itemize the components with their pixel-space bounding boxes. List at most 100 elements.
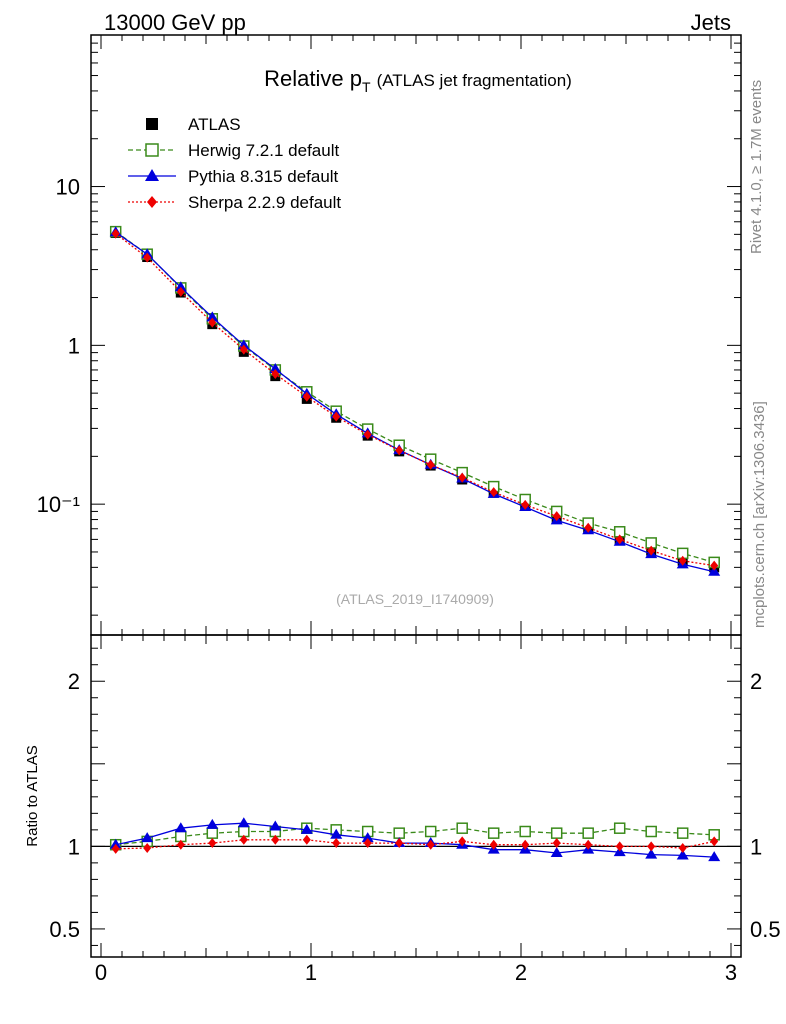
- ratio-tick-label-left: 0.5: [49, 917, 80, 942]
- herwig-ratio-point: [676, 827, 689, 839]
- legend-herwig-marker: [145, 143, 159, 157]
- sherpa-point: [143, 252, 152, 263]
- pythia-ratio-point: [300, 823, 313, 834]
- sherpa-point: [208, 317, 217, 328]
- pythia-ratio-point: [269, 820, 282, 831]
- pythia-ratio-point: [645, 848, 658, 859]
- herwig-ratio-point: [206, 827, 219, 839]
- rivet-label: Rivet 4.1.0, ≥ 1.7M events: [748, 80, 765, 254]
- sherpa-ratio-point: [271, 834, 280, 845]
- sherpa-ratio-point: [426, 839, 435, 850]
- pythia-ratio-point: [206, 818, 219, 829]
- ratio-ylabel: Ratio to ATLAS: [24, 745, 41, 846]
- sherpa-point: [176, 286, 185, 297]
- ratio-axis-ticks: 2 2 1 1 0.5 0.5: [49, 647, 781, 946]
- sherpa-point: [521, 499, 530, 510]
- ratio-series: [109, 817, 721, 862]
- sherpa-point: [426, 459, 435, 470]
- herwig-ratio-point: [645, 825, 657, 838]
- sherpa-ratio-point: [239, 834, 248, 845]
- main-series: [109, 225, 721, 576]
- legend-atlas-label: ATLAS: [188, 115, 241, 134]
- sherpa-ratio-point: [363, 838, 372, 849]
- x-tick-label: 2: [515, 960, 527, 985]
- herwig-ratio-point: [550, 827, 563, 839]
- sherpa-ratio-point: [458, 836, 467, 847]
- sherpa-ratio-point: [584, 839, 593, 850]
- sherpa-ratio-point: [615, 841, 624, 852]
- legend-sherpa-marker: [147, 196, 157, 208]
- legend-pythia-label: Pythia 8.315 default: [188, 167, 339, 186]
- pythia-ratio-point: [141, 832, 154, 843]
- analysis-tag: (ATLAS_2019_I1740909): [336, 591, 494, 607]
- sherpa-point: [239, 344, 248, 355]
- y-tick-label: 10: [56, 175, 80, 200]
- sherpa-ratio-point: [647, 841, 656, 852]
- sherpa-ratio-point: [143, 843, 152, 854]
- pythia-point: [174, 281, 187, 292]
- sherpa-ratio-point: [678, 843, 687, 854]
- sherpa-ratio-point: [521, 839, 530, 850]
- header-right: Jets: [691, 10, 731, 35]
- sherpa-point: [678, 555, 687, 566]
- sherpa-point: [332, 411, 341, 422]
- x-tick-label: 3: [725, 960, 737, 985]
- pythia-point: [206, 311, 219, 322]
- ratio-tick-label-right: 2: [750, 669, 762, 694]
- sherpa-point: [458, 472, 467, 483]
- pythia-point: [269, 362, 282, 373]
- sherpa-point: [271, 369, 280, 380]
- herwig-ratio-point: [456, 822, 468, 834]
- header-left: 13000 GeV pp: [104, 10, 246, 35]
- legend-atlas-marker: [146, 118, 158, 130]
- sherpa-point: [111, 228, 120, 239]
- sherpa-point: [552, 511, 561, 522]
- x-axis-ticks: 0 1 2 3: [95, 35, 737, 985]
- sherpa-ratio-point: [111, 843, 120, 854]
- sherpa-point: [584, 522, 593, 533]
- herwig-ratio-point: [487, 827, 500, 839]
- pythia-ratio-point: [676, 849, 689, 860]
- sherpa-ratio-point: [710, 836, 719, 847]
- pythia-ratio-point: [109, 838, 122, 849]
- legend-pythia-marker: [145, 169, 159, 181]
- mcplots-label: mcplots.cern.ch [arXiv:1306.3436]: [751, 401, 768, 628]
- legend-herwig-label: Herwig 7.2.1 default: [188, 141, 339, 160]
- ratio-tick-label-left: 2: [68, 669, 80, 694]
- sherpa-line: [115, 233, 715, 567]
- legend: ATLAS Herwig 7.2.1 default Pythia 8.315 de…: [128, 115, 341, 212]
- ratio-tick-label-right: 1: [750, 834, 762, 859]
- herwig-line: [115, 231, 715, 564]
- legend-sherpa-label: Sherpa 2.2.9 default: [188, 193, 341, 212]
- sherpa-ratio-point: [395, 838, 404, 849]
- sherpa-ratio-point: [332, 838, 341, 849]
- sherpa-ratio-point: [489, 839, 498, 850]
- ratio-frame: [90, 634, 742, 958]
- pythia-point: [708, 565, 721, 576]
- sherpa-point: [302, 391, 311, 402]
- herwig-ratio-point: [519, 825, 531, 838]
- sherpa-ratio-point: [552, 838, 561, 849]
- herwig-ratio-point: [582, 827, 594, 839]
- x-tick-label: 1: [305, 960, 317, 985]
- sherpa-point: [710, 560, 719, 571]
- pythia-ratio-point: [708, 851, 721, 862]
- plot-title: Relative pT (ATLAS jet fragmentation): [264, 66, 572, 95]
- y-tick-label: 1: [68, 333, 80, 358]
- pythia-ratio-point: [174, 822, 187, 833]
- main-axis-ticks: 10 1 10⁻¹: [37, 34, 741, 616]
- pythia-ratio-point: [550, 846, 563, 857]
- pythia-ratio-point: [330, 828, 343, 839]
- pythia-ratio-point: [361, 832, 374, 843]
- herwig-ratio-point: [613, 822, 626, 834]
- sherpa-point: [615, 534, 624, 545]
- pythia-ratio-line: [115, 822, 715, 858]
- sherpa-ratio-point: [208, 838, 217, 849]
- sherpa-point: [489, 487, 498, 498]
- ratio-tick-label-right: 0.5: [750, 917, 781, 942]
- pythia-line: [115, 231, 715, 573]
- sherpa-ratio-point: [302, 834, 311, 845]
- sherpa-ratio-point: [176, 839, 185, 850]
- y-tick-label: 10⁻¹: [37, 492, 80, 517]
